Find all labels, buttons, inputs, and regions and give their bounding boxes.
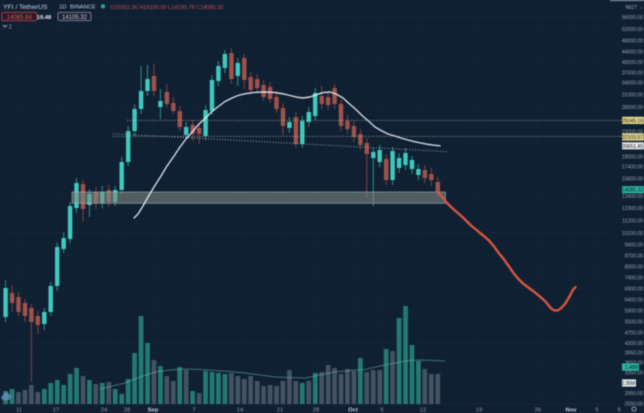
svg-text:11200.00: 11200.00 — [622, 219, 643, 225]
svg-text:13400.00: 13400.00 — [622, 194, 643, 200]
svg-text:23000.00: 23000.00 — [622, 129, 643, 135]
svg-text:1D: 1D — [59, 5, 66, 11]
svg-text:22103.57: 22103.57 — [622, 135, 643, 141]
svg-text:2950.00: 2950.00 — [625, 391, 644, 397]
svg-text:15800.00: 15800.00 — [622, 176, 643, 182]
svg-text:14105.32: 14105.32 — [62, 15, 88, 21]
svg-text:4300.00: 4300.00 — [625, 341, 644, 347]
svg-text:48000.00: 48000.00 — [622, 38, 643, 44]
svg-text:8000.00: 8000.00 — [625, 264, 644, 270]
svg-text:31000.00: 31000.00 — [622, 93, 643, 99]
svg-text:1.95M: 1.95M — [622, 381, 635, 387]
svg-text:26: 26 — [535, 408, 541, 413]
svg-text:14085.32: 14085.32 — [622, 188, 643, 194]
svg-text:56000.00: 56000.00 — [622, 15, 643, 21]
svg-text:⌃: ⌃ — [624, 5, 628, 10]
svg-text:5: 5 — [380, 408, 383, 413]
svg-text:4700.00: 4700.00 — [625, 331, 644, 337]
svg-text:5900.00: 5900.00 — [625, 308, 644, 314]
svg-text:6900.00: 6900.00 — [625, 286, 644, 292]
svg-text:12: 12 — [420, 408, 426, 413]
svg-text:4827: 4827 — [626, 5, 638, 11]
svg-text:9400.00: 9400.00 — [625, 242, 644, 248]
svg-text:19: 19 — [476, 408, 482, 413]
svg-text:12300.00: 12300.00 — [622, 206, 643, 212]
svg-text:9: 9 — [617, 408, 620, 413]
svg-text:24: 24 — [101, 408, 108, 413]
svg-text:3650.00: 3650.00 — [625, 360, 644, 366]
svg-text:28: 28 — [313, 408, 319, 413]
svg-text:Oct: Oct — [348, 408, 358, 413]
svg-text:3350.00: 3350.00 — [625, 371, 644, 377]
svg-text:19.48: 19.48 — [37, 15, 52, 21]
svg-text:28000.00: 28000.00 — [622, 105, 643, 111]
svg-text:5500.00: 5500.00 — [625, 319, 644, 325]
svg-text:1.48M: 1.48M — [625, 365, 638, 371]
svg-text:YFI / TetherUS: YFI / TetherUS — [3, 4, 48, 11]
svg-text:⌄: ⌄ — [639, 5, 643, 10]
svg-text:20651.45: 20651.45 — [622, 144, 643, 150]
svg-text:25045.16: 25045.16 — [622, 118, 643, 124]
svg-text:21: 21 — [277, 408, 283, 413]
svg-text:11: 11 — [16, 408, 22, 413]
svg-text:6400.00: 6400.00 — [625, 297, 644, 303]
svg-text:10200.00: 10200.00 — [622, 231, 643, 237]
svg-text:3950.00: 3950.00 — [625, 351, 644, 357]
svg-text:17: 17 — [53, 408, 59, 413]
svg-text:52000.00: 52000.00 — [622, 27, 643, 33]
svg-text:Sep: Sep — [148, 408, 159, 413]
svg-text:BINANCE: BINANCE — [70, 5, 96, 11]
svg-text:8700.00: 8700.00 — [625, 253, 644, 259]
svg-text:34000.00: 34000.00 — [622, 81, 643, 87]
svg-text:14: 14 — [237, 408, 244, 413]
svg-text:5: 5 — [595, 408, 598, 413]
svg-text:44000.00: 44000.00 — [622, 50, 643, 56]
svg-text:7: 7 — [192, 408, 195, 413]
svg-text:2650.00: 2650.00 — [625, 401, 644, 407]
svg-text:17400.00: 17400.00 — [622, 165, 643, 171]
svg-text:19000.00: 19000.00 — [622, 154, 643, 160]
svg-text:14085.84: 14085.84 — [7, 15, 33, 21]
svg-text:28: 28 — [124, 408, 130, 413]
svg-text:37000.00: 37000.00 — [622, 70, 643, 76]
svg-text:O15052.36 H16100.00 L14190.79: O15052.36 H16100.00 L14190.79 C14085.32 — [110, 5, 224, 11]
svg-text:Nov: Nov — [566, 408, 578, 413]
svg-text:2: 2 — [9, 25, 12, 31]
svg-text:40000.00: 40000.00 — [622, 60, 643, 66]
svg-text:7400.00: 7400.00 — [625, 275, 644, 281]
